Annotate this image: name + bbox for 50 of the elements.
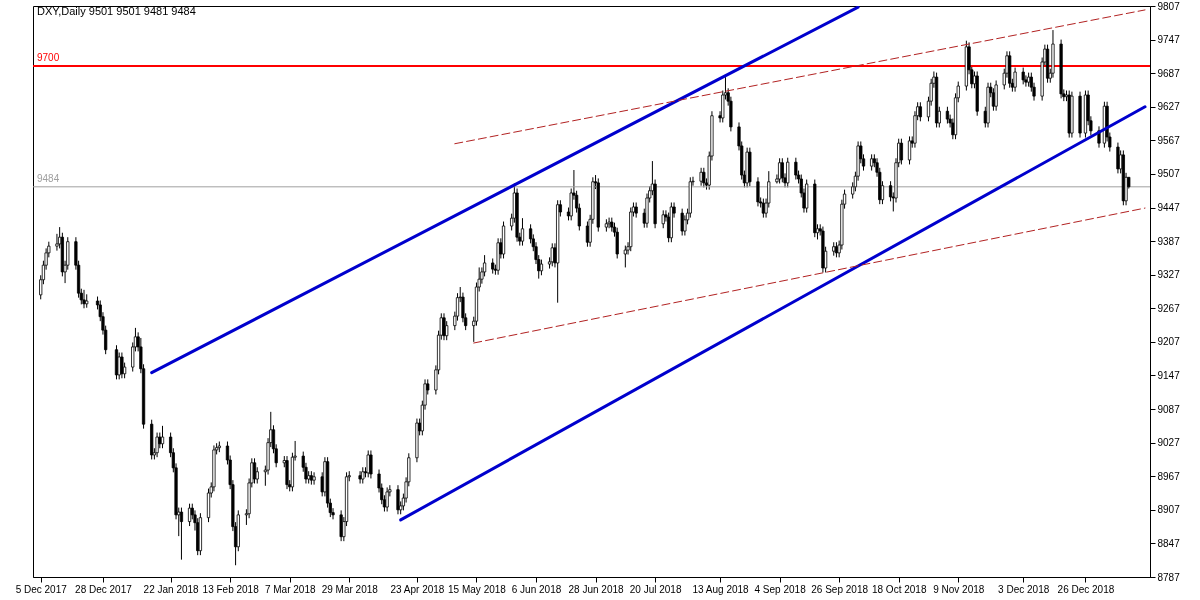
x-tick-label: 28 Dec 2017 [75,583,133,595]
x-tick-label: 7 Mar 2018 [264,583,316,595]
y-tick-label: 9627 [1157,101,1181,113]
y-tick-label: 9327 [1157,269,1181,281]
chart-title: DXY,Daily 9501 9501 9481 9484 [37,5,196,17]
y-tick-label: 9507 [1157,168,1181,180]
x-tick-label: 29 Mar 2018 [321,583,379,595]
x-tick-label: 15 May 2018 [448,583,507,595]
y-tick-label: 9387 [1157,235,1181,247]
x-tick-label: 23 Apr 2018 [390,583,445,595]
x-tick-label: 22 Jan 2018 [143,583,200,595]
y-tick-label: 9687 [1157,67,1181,79]
x-tick-label: 13 Feb 2018 [202,583,260,595]
candlestick [339,509,343,542]
candlestick [680,208,684,237]
x-tick-label: 3 Dec 2018 [998,583,1050,595]
x-tick-label: 6 Jun 2018 [511,583,562,595]
x-tick-label: 4 Sep 2018 [754,583,807,595]
y-tick-label: 9027 [1157,437,1181,449]
x-tick-label: 9 Nov 2018 [933,583,985,595]
y-tick-label: 8847 [1157,537,1181,549]
y-tick-label: 8907 [1157,504,1181,516]
x-tick-label: 28 Jun 2018 [568,583,625,595]
x-tick-label: 18 Oct 2018 [871,583,927,595]
y-tick-label: 9567 [1157,134,1181,146]
y-tick-label: 9807 [1157,0,1181,12]
x-tick-label: 13 Aug 2018 [692,583,750,595]
y-tick-label: 9267 [1157,302,1181,314]
y-tick-label: 9147 [1157,369,1181,381]
candlestick [358,470,362,485]
y-tick-label: 9087 [1157,403,1181,415]
y-tick-label: 9447 [1157,202,1181,214]
candlestick [550,242,554,267]
y-tick-label: 9747 [1157,34,1181,46]
x-tick-label: 26 Sep 2018 [811,583,869,595]
y-tick-label: 9207 [1157,336,1181,348]
x-tick-label: 20 Jul 2018 [629,583,682,595]
candlestick [615,227,619,259]
x-tick-label: 26 Dec 2018 [1057,583,1115,595]
candlestick [794,157,798,181]
x-tick-label: 5 Dec 2017 [15,583,68,595]
ref-line-label: 9700 [37,51,60,63]
candlestick [369,449,373,479]
y-tick-label: 8967 [1157,470,1181,482]
ref-line-label: 9484 [37,172,60,184]
candlestick [117,352,121,380]
candlestick [623,245,627,268]
candlestick [442,312,446,341]
candlestick [607,217,611,229]
y-tick-label: 8787 [1157,571,1181,583]
